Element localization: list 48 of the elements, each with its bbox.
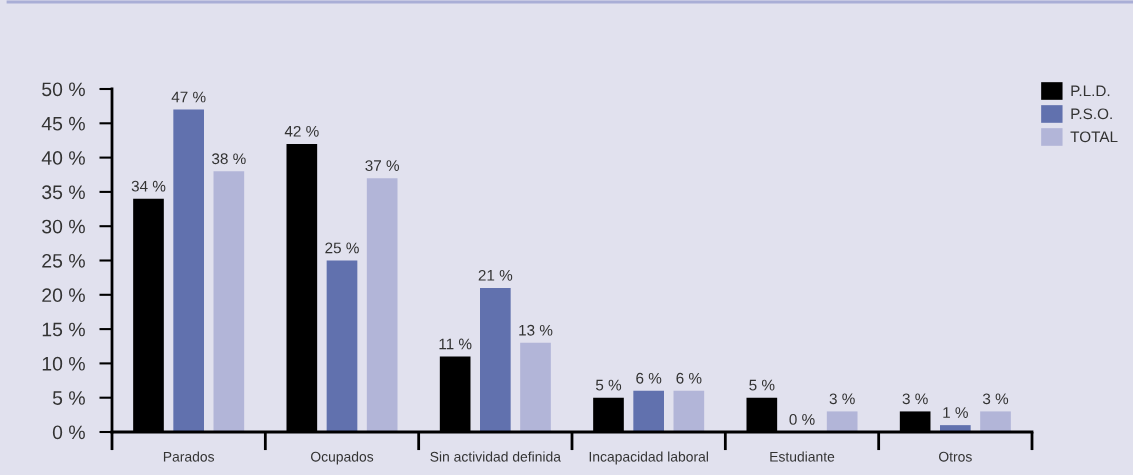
data-label: 11 %	[439, 338, 472, 350]
bar	[213, 171, 245, 432]
data-label: 6 %	[676, 372, 702, 384]
data-label: 0 %	[789, 414, 815, 425]
data-label: 5 %	[749, 379, 775, 391]
y-tick-label: 50 %	[42, 82, 85, 97]
bar	[173, 109, 204, 432]
data-label: 34 %	[131, 180, 166, 192]
y-tick-label: 20 %	[42, 288, 85, 303]
data-label: 47 %	[171, 91, 206, 103]
legend-label: P.L.D.	[1071, 85, 1110, 97]
y-tick-label: 45 %	[41, 116, 85, 131]
x-tick-label: Estudiante	[770, 451, 835, 462]
y-tick-label: 35 %	[42, 185, 85, 200]
y-tick-label: 0 %	[52, 425, 85, 440]
bar	[633, 390, 664, 432]
data-label: 37 %	[365, 160, 400, 171]
bar	[480, 287, 511, 432]
data-label: 6 %	[636, 372, 662, 384]
x-tick-label: Sin actividad definida	[430, 451, 561, 462]
x-tick-label: Parados	[163, 451, 215, 462]
x-tick-label: Otros	[939, 451, 972, 462]
y-tick-label: 15 %	[42, 322, 85, 337]
data-label: 21 %	[478, 269, 513, 281]
bar	[520, 342, 551, 432]
bar	[980, 411, 1011, 432]
bar	[326, 260, 358, 432]
x-tick-label: Incapacidad laboral	[589, 451, 708, 465]
y-tick-label: 10 %	[42, 356, 85, 371]
data-label: 38 %	[212, 153, 246, 165]
data-label: 1 %	[943, 407, 968, 418]
y-tick-label: 5 %	[52, 391, 85, 405]
data-label: 3 %	[982, 393, 1009, 405]
y-tick-label: 25 %	[42, 253, 85, 268]
x-tick-label: Ocupados	[311, 451, 374, 465]
data-label: 25 %	[325, 242, 359, 254]
bar	[366, 178, 398, 432]
bar	[673, 390, 705, 432]
legend-label: P.S.O.	[1071, 108, 1112, 120]
bar	[826, 411, 858, 432]
y-tick-label: 40 %	[41, 151, 85, 165]
data-label: 42 %	[284, 125, 319, 137]
data-label: 3 %	[902, 393, 928, 405]
y-tick-label: 30 %	[42, 219, 85, 234]
data-label: 3 %	[829, 393, 855, 405]
data-label: 5 %	[595, 379, 622, 391]
data-label: 13 %	[519, 324, 553, 336]
legend-label: TOTAL	[1070, 131, 1118, 143]
